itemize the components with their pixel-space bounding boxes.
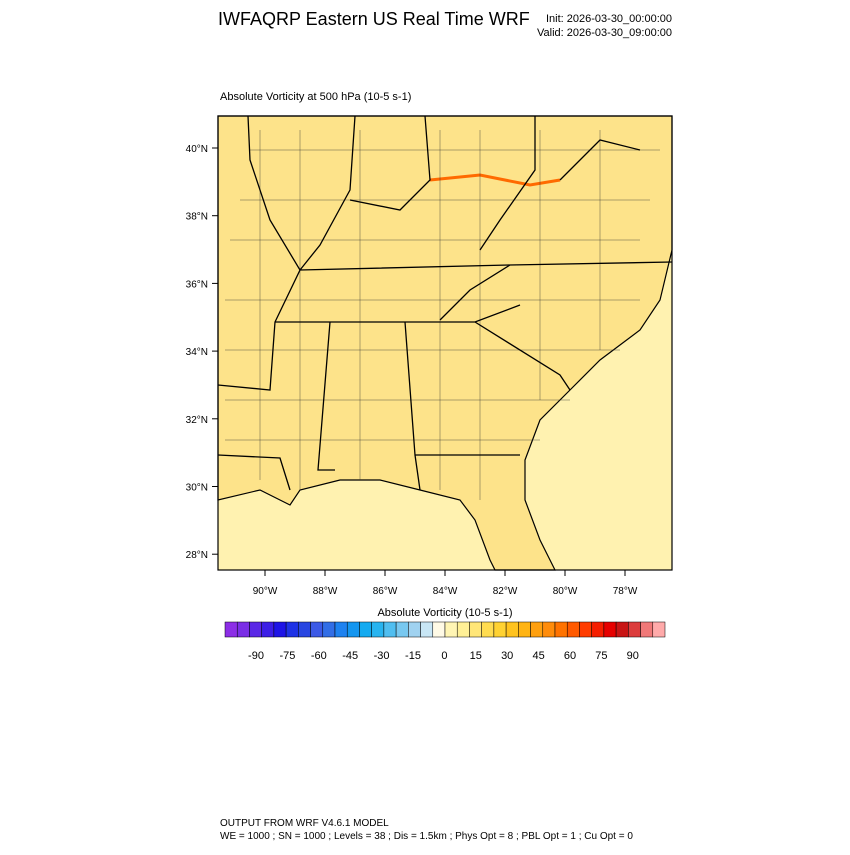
colorbar-swatch: [456, 621, 470, 638]
colorbar-label: 60: [564, 650, 576, 662]
lon-label: 88°W: [313, 586, 338, 597]
colorbar-label: -15: [405, 650, 421, 662]
colorbar-swatch: [591, 621, 605, 638]
colorbar-label: 0: [441, 650, 447, 662]
colorbar-swatch: [285, 621, 299, 638]
colorbar-swatch: [628, 621, 641, 638]
colorbar-swatch: [371, 621, 385, 638]
lat-label: 36°N: [186, 279, 208, 290]
lat-label: 28°N: [186, 550, 208, 561]
colorbar-swatch: [530, 621, 544, 638]
map: [217, 115, 673, 571]
colorbar-swatch: [542, 621, 556, 638]
state-borders: [217, 115, 673, 491]
colorbar-swatch: [310, 621, 324, 638]
colorbar-label: -90: [248, 650, 264, 662]
colorbar-swatch: [261, 621, 275, 638]
colorbar-swatch: [346, 621, 360, 638]
colorbar-label: 15: [470, 650, 482, 662]
colorbar-swatch: [481, 621, 495, 638]
colorbar-swatch: [652, 621, 666, 638]
init-time: Init: 2026-03-30_00:00:00: [546, 13, 672, 25]
colorbar-swatch: [334, 621, 348, 638]
footer-line: WE = 1000 ; SN = 1000 ; Levels = 38 ; Di…: [220, 831, 633, 842]
colorbar-swatch: [224, 621, 238, 638]
colorbar-swatch: [566, 621, 580, 638]
title: IWFAQRP Eastern US Real Time WRF: [218, 9, 530, 29]
vorticity-max: [429, 173, 561, 187]
colorbar-swatch: [603, 621, 617, 638]
colorbar: -90 -75 -60 -45 -30 -15 0 15 30 45 60 75 90: [224, 621, 666, 662]
colorbar-label: 30: [501, 650, 513, 662]
lat-label: 32°N: [186, 415, 208, 426]
lon-label: 84°W: [433, 586, 458, 597]
colorbar-swatch: [493, 621, 507, 638]
lon-label: 78°W: [613, 586, 638, 597]
colorbar-label: -30: [374, 650, 390, 662]
colorbar-swatch: [615, 621, 629, 638]
colorbar-swatch: [383, 621, 397, 638]
lon-label: 90°W: [253, 586, 278, 597]
lat-label: 40°N: [186, 144, 208, 155]
valid-time: Valid: 2026-03-30_09:00:00: [537, 27, 672, 39]
map-subtitle: Absolute Vorticity at 500 hPa (10-5 s-1): [220, 91, 411, 103]
lat-label: 30°N: [186, 483, 208, 494]
lon-label: 80°W: [553, 586, 578, 597]
colorbar-swatch: [408, 621, 421, 638]
colorbar-swatch: [518, 621, 531, 638]
colorbar-swatch: [469, 621, 482, 638]
colorbar-swatch: [432, 621, 446, 638]
lon-label: 86°W: [373, 586, 398, 597]
colorbar-swatch: [554, 621, 568, 638]
colorbar-swatch: [273, 621, 287, 638]
colorbar-label: -60: [311, 650, 327, 662]
colorbar-label: 75: [595, 650, 607, 662]
footer-line: OUTPUT FROM WRF V4.6.1 MODEL: [220, 818, 389, 829]
colorbar-label: 90: [627, 650, 639, 662]
colorbar-swatch: [298, 621, 311, 638]
colorbar-swatch: [236, 621, 250, 638]
colorbar-swatch: [359, 621, 372, 638]
lat-label: 38°N: [186, 212, 208, 223]
lat-label: 34°N: [186, 347, 208, 358]
colorbar-swatch: [322, 621, 336, 638]
colorbar-label: 45: [532, 650, 544, 662]
colorbar-swatch: [420, 621, 434, 638]
colorbar-swatch: [505, 621, 519, 638]
colorbar-swatch: [640, 621, 654, 638]
colorbar-swatch: [579, 621, 592, 638]
colorbar-swatch: [444, 621, 458, 638]
colorbar-swatch: [395, 621, 409, 638]
colorbar-title: Absolute Vorticity (10-5 s-1): [377, 607, 512, 619]
lon-label: 82°W: [493, 586, 518, 597]
colorbar-label: -45: [342, 650, 358, 662]
colorbar-swatch: [249, 621, 262, 638]
colorbar-label: -75: [279, 650, 295, 662]
